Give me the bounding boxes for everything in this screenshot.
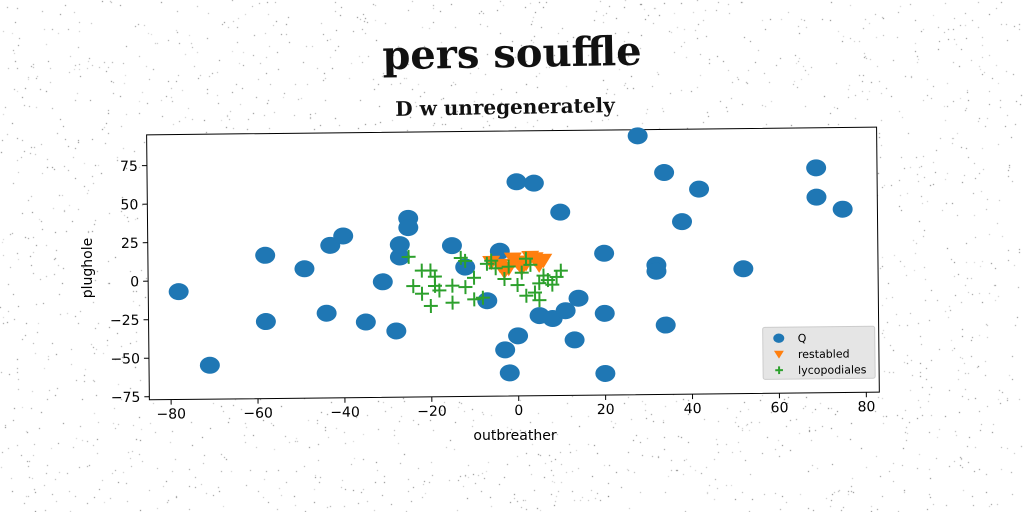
y-tick-label: 75	[120, 159, 138, 175]
data-point	[499, 364, 520, 382]
data-point	[646, 262, 667, 280]
data-point	[415, 286, 430, 301]
data-point	[389, 236, 410, 254]
data-point	[806, 159, 827, 177]
data-point	[564, 331, 585, 349]
data-point	[654, 164, 675, 182]
data-point	[484, 253, 499, 268]
data-point	[316, 304, 337, 322]
y-tick-label: 50	[120, 197, 138, 213]
data-point	[168, 283, 189, 301]
data-point	[806, 188, 827, 206]
data-point	[519, 288, 534, 303]
data-point	[672, 213, 693, 231]
x-tick-label: −20	[417, 404, 447, 420]
legend-marker	[775, 366, 783, 375]
data-point	[523, 174, 544, 192]
data-point	[467, 270, 482, 285]
data-point	[386, 322, 407, 340]
data-point	[199, 356, 220, 374]
x-tick-label: 60	[771, 400, 789, 416]
data-point	[458, 253, 473, 268]
x-axis-label: outbreather	[473, 428, 556, 444]
legend-label: Q	[798, 332, 807, 345]
x-tick-label: −80	[156, 406, 186, 422]
data-point	[553, 263, 568, 278]
data-point	[594, 244, 615, 262]
data-point	[495, 341, 516, 359]
data-point	[529, 258, 548, 273]
data-point	[595, 364, 616, 382]
data-point	[333, 227, 354, 245]
data-point	[655, 316, 676, 334]
data-point	[467, 292, 482, 307]
y-tick-label: 0	[130, 274, 139, 290]
y-axis-label: plughole	[80, 238, 96, 298]
data-point	[398, 219, 419, 237]
data-point	[532, 293, 547, 308]
x-tick-label: 80	[857, 399, 875, 415]
data-point	[458, 280, 473, 295]
data-point	[532, 276, 547, 291]
y-tick-label: 25	[121, 236, 139, 252]
data-point	[406, 279, 421, 294]
data-point	[445, 295, 460, 310]
data-point	[627, 127, 648, 145]
data-point	[514, 265, 529, 280]
data-point	[832, 200, 853, 218]
legend-box	[762, 325, 876, 380]
x-tick-label: 40	[684, 401, 702, 417]
data-point	[733, 260, 754, 278]
data-point	[545, 277, 560, 292]
data-point	[501, 259, 516, 274]
y-tick-label: −50	[110, 351, 140, 367]
legend-marker	[773, 350, 784, 359]
data-point	[594, 304, 615, 322]
data-point	[523, 257, 538, 272]
data-point	[568, 289, 589, 307]
x-tick-label: −60	[243, 406, 273, 422]
x-tick-label: 20	[597, 402, 615, 418]
data-point	[475, 290, 490, 305]
data-point	[255, 313, 276, 331]
x-tick-label: −40	[330, 405, 360, 421]
data-point	[506, 173, 527, 191]
legend-label: restabled	[798, 347, 850, 361]
x-tick-label: 0	[514, 403, 523, 419]
data-point	[555, 302, 576, 320]
series-0	[168, 127, 853, 382]
y-tick-label: −75	[111, 390, 141, 406]
series-2	[401, 249, 568, 313]
data-point	[423, 298, 438, 313]
data-point	[294, 260, 315, 278]
data-point	[550, 203, 571, 221]
data-point	[497, 271, 512, 286]
data-point	[389, 248, 410, 266]
y-tick-label: −25	[110, 313, 140, 329]
data-point	[445, 278, 460, 293]
data-point	[503, 252, 522, 267]
data-point	[255, 246, 276, 264]
data-point	[527, 285, 543, 300]
data-point	[489, 242, 510, 260]
data-point	[441, 237, 462, 255]
data-point	[372, 273, 393, 291]
data-point	[508, 327, 529, 345]
data-point	[432, 283, 447, 298]
data-point	[401, 249, 416, 264]
data-point	[689, 180, 710, 198]
legend-marker	[773, 333, 785, 343]
data-point	[488, 261, 503, 276]
data-point	[510, 278, 525, 293]
data-point	[355, 313, 376, 331]
legend-label: lycopodiales	[798, 363, 867, 377]
